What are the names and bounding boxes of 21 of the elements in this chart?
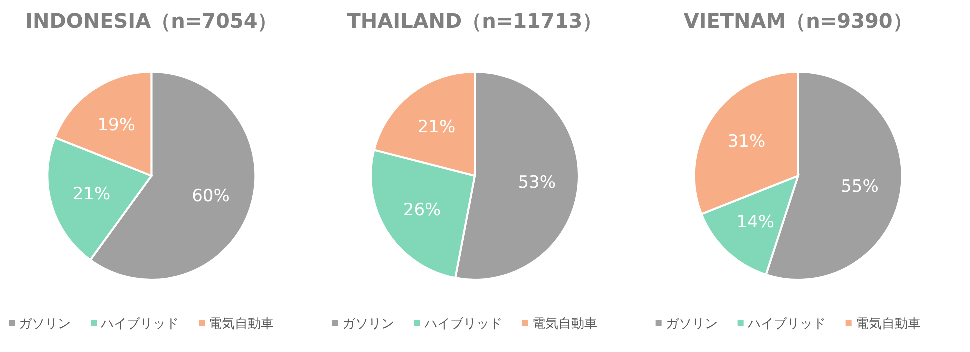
legend-label: ガソリン xyxy=(19,317,72,332)
legend-label: ハイブリッド xyxy=(100,317,180,332)
data-label: 55% xyxy=(841,176,879,197)
legend-label: 電気自動車 xyxy=(856,317,921,332)
data-label: 21% xyxy=(72,184,111,204)
data-label: 19% xyxy=(98,115,136,136)
legend-label: ガソリン xyxy=(342,317,394,332)
data-label: 21% xyxy=(418,118,456,138)
data-label: 26% xyxy=(403,200,442,220)
chart-title: INDONESIA（n=7054） xyxy=(26,9,278,33)
data-label: 14% xyxy=(736,212,775,232)
legend-label: ガソリン xyxy=(666,317,718,332)
data-label: 31% xyxy=(728,132,766,152)
data-label: 53% xyxy=(518,172,556,193)
legend-label: 電気自動車 xyxy=(209,317,274,332)
chart-title: VIETNAM（n=9390） xyxy=(684,9,913,33)
data-label: 60% xyxy=(192,186,230,206)
chart-title: THAILAND（n=11713） xyxy=(347,9,603,33)
legend-label: ハイブリッド xyxy=(746,317,826,332)
legend-label: 電気自動車 xyxy=(532,317,598,332)
legend-label: ハイブリッド xyxy=(424,317,502,332)
